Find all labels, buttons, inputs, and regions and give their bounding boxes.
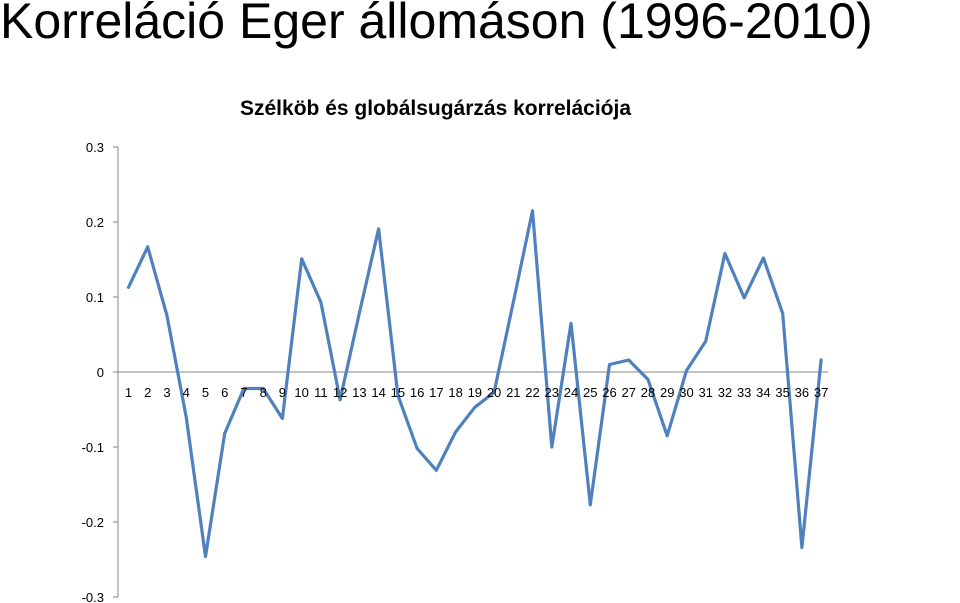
x-tick-label: 20 [487,385,501,400]
x-tick-label: 15 [391,385,405,400]
x-tick-label: 31 [698,385,712,400]
series-line [126,209,823,559]
slide-title: Korreláció Eger állomáson (1996-2010) [0,0,873,49]
x-tick-label: 5 [202,385,209,400]
y-tick-label: -0.1 [82,440,104,455]
chart-axes [117,147,828,597]
x-tick-label: 23 [545,385,559,400]
y-axis-ticks: 0.3 0.2 0.1 0 -0.1 -0.2 -0.3 [82,140,118,603]
x-tick-label: 21 [506,385,520,400]
x-tick-label: 22 [525,385,539,400]
x-tick-label: 30 [679,385,693,400]
x-tick-label: 4 [183,385,190,400]
y-tick-label: -0.3 [82,590,104,603]
x-tick-label: 36 [795,385,809,400]
x-tick-label: 8 [260,385,267,400]
x-tick-label: 16 [410,385,424,400]
x-tick-label: 28 [641,385,655,400]
x-tick-label: 24 [564,385,578,400]
x-tick-label: 10 [294,385,308,400]
x-tick-label: 33 [737,385,751,400]
x-tick-label: 37 [814,385,828,400]
x-tick-label: 18 [448,385,462,400]
x-tick-label: 3 [163,385,170,400]
x-tick-label: 14 [371,385,385,400]
x-tick-label: 12 [333,385,347,400]
x-tick-label: 25 [583,385,597,400]
y-tick-label: 0.3 [86,140,104,155]
x-tick-label: 26 [602,385,616,400]
y-tick-label: -0.2 [82,515,104,530]
y-tick-label: 0.1 [86,290,104,305]
y-tick-label: 0.2 [86,215,104,230]
x-tick-label: 35 [775,385,789,400]
x-tick-label: 27 [622,385,636,400]
x-tick-label: 34 [756,385,770,400]
x-tick-label: 11 [314,385,328,400]
x-tick-label: 19 [468,385,482,400]
x-axis-ticks: 1 2 3 4 5 6 7 8 9 10 11 12 13 14 15 16 17 18 19 20 21 22 23 24 2… [125,385,828,400]
x-tick-label: 17 [429,385,443,400]
chart-title: Szélköb és globálsugárzás korrelációja [240,97,631,120]
x-tick-label: 7 [240,385,247,400]
x-tick-label: 9 [279,385,286,400]
x-tick-label: 29 [660,385,674,400]
y-tick-label: 0 [97,365,104,380]
x-tick-label: 1 [125,385,132,400]
x-tick-label: 6 [221,385,228,400]
x-tick-label: 13 [352,385,366,400]
x-tick-label: 32 [718,385,732,400]
x-tick-label: 2 [144,385,151,400]
